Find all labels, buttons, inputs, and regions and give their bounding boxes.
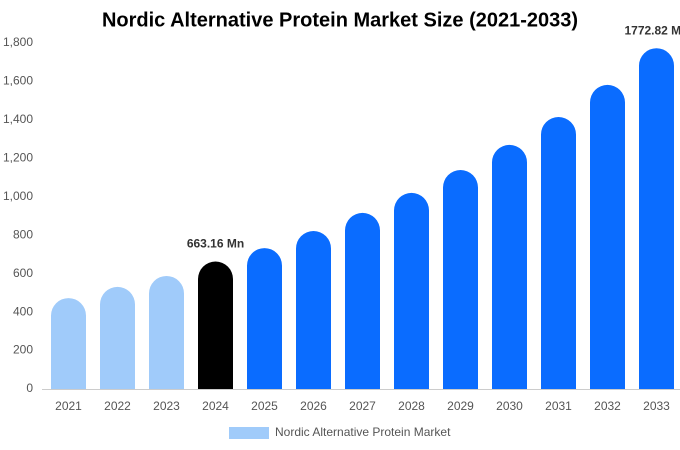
x-tick-label: 2027 bbox=[349, 399, 376, 413]
bar bbox=[639, 48, 674, 389]
x-tick-label: 2025 bbox=[251, 399, 278, 413]
bar bbox=[247, 248, 282, 389]
y-tick-label: 1,600 bbox=[3, 74, 33, 88]
value-label: 1772.82 Mn bbox=[624, 23, 680, 37]
y-tick-label: 800 bbox=[13, 227, 33, 241]
bar bbox=[100, 286, 135, 389]
bar bbox=[51, 298, 86, 389]
bar bbox=[492, 144, 527, 389]
bar bbox=[198, 261, 233, 389]
x-tick-label: 2033 bbox=[643, 399, 670, 413]
bar bbox=[394, 192, 429, 389]
x-tick-label: 2026 bbox=[300, 399, 327, 413]
x-tick-label: 2031 bbox=[545, 399, 572, 413]
x-tick-label: 2030 bbox=[496, 399, 523, 413]
bar bbox=[296, 230, 331, 389]
bar bbox=[149, 275, 184, 389]
y-tick-label: 0 bbox=[26, 381, 33, 395]
x-tick-label: 2032 bbox=[594, 399, 621, 413]
legend-swatch bbox=[229, 427, 269, 439]
y-tick-label: 1,000 bbox=[3, 189, 33, 203]
bar bbox=[443, 170, 478, 389]
value-label: 663.16 Mn bbox=[187, 237, 244, 251]
bar bbox=[541, 117, 576, 389]
y-tick-label: 400 bbox=[13, 304, 33, 318]
x-tick-label: 2021 bbox=[55, 399, 82, 413]
legend-label: Nordic Alternative Protein Market bbox=[275, 425, 451, 439]
x-tick-label: 2028 bbox=[398, 399, 425, 413]
y-tick-label: 600 bbox=[13, 266, 33, 280]
bar bbox=[345, 212, 380, 389]
y-tick-label: 1,800 bbox=[3, 35, 33, 49]
y-tick-label: 1,400 bbox=[3, 112, 33, 126]
x-tick-label: 2022 bbox=[104, 399, 131, 413]
y-tick-label: 200 bbox=[13, 343, 33, 357]
x-tick-label: 2024 bbox=[202, 399, 229, 413]
x-tick-label: 2023 bbox=[153, 399, 180, 413]
y-tick-label: 1,200 bbox=[3, 151, 33, 165]
chart-title: Nordic Alternative Protein Market Size (… bbox=[102, 9, 578, 31]
bar bbox=[590, 84, 625, 389]
x-tick-label: 2029 bbox=[447, 399, 474, 413]
